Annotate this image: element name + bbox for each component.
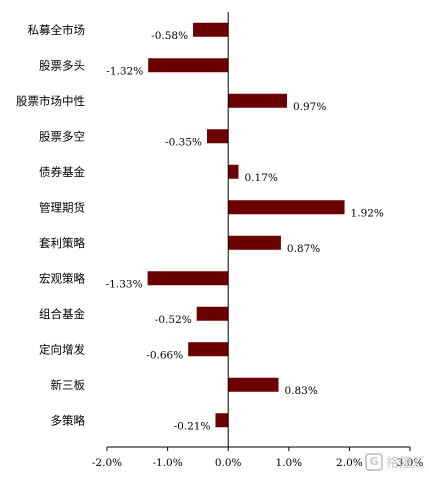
x-tick-label: 1.0% — [275, 457, 302, 469]
bar-11 — [215, 413, 229, 428]
bar-0 — [193, 22, 229, 37]
value-label: 0.83% — [284, 385, 317, 397]
bar-10 — [228, 377, 279, 392]
watermark-logo-icon: G — [364, 452, 383, 471]
category-label: 债券基金 — [39, 165, 85, 179]
x-tick-label: 0.0% — [215, 457, 242, 469]
category-label: 多策略 — [51, 413, 86, 427]
bar-1 — [148, 58, 229, 73]
bar-2 — [228, 93, 287, 108]
bar-6 — [228, 235, 281, 250]
watermark: G 格隆汇 — [364, 452, 425, 471]
bars-group — [147, 22, 345, 428]
category-labels: 私募全市场股票多头股票市场中性股票多空债券基金管理期货套利策略宏观策略组合基金定… — [16, 23, 85, 428]
value-label: -0.35% — [165, 136, 202, 148]
category-label: 股票市场中性 — [16, 94, 85, 108]
category-label: 套利策略 — [39, 236, 85, 250]
value-label: 0.97% — [293, 101, 326, 113]
category-label: 私募全市场 — [28, 23, 86, 37]
category-label: 股票多空 — [39, 129, 85, 143]
category-label: 新三板 — [51, 378, 86, 392]
x-ticks: -2.0% -1.0% 0.0% 1.0% 2.0% 3.0% — [92, 447, 423, 469]
watermark-text: 格隆汇 — [385, 456, 425, 471]
category-label: 定向增发 — [39, 342, 85, 356]
value-label: 0.17% — [245, 172, 278, 184]
value-label: 1.92% — [351, 207, 384, 219]
value-label: -0.66% — [146, 349, 183, 361]
category-label: 宏观策略 — [39, 271, 85, 285]
value-label: -0.52% — [155, 314, 192, 326]
value-label: 0.87% — [287, 243, 320, 255]
x-tick-label: 3.0% — [397, 457, 424, 469]
x-tick-label: -2.0% — [92, 457, 122, 469]
bar-7 — [147, 271, 229, 286]
x-tick-label: 2.0% — [336, 457, 363, 469]
value-label: -1.32% — [106, 65, 143, 77]
value-label: -0.58% — [151, 30, 188, 42]
bar-4 — [228, 164, 239, 179]
value-labels: -0.58% -1.32% 0.97% -0.35% 0.17% 1.92% 0.87% -1… — [106, 30, 384, 433]
value-label: -1.33% — [106, 278, 143, 290]
bar-3 — [206, 129, 229, 144]
bar-9 — [188, 342, 229, 357]
category-label: 管理期货 — [39, 200, 85, 214]
x-tick-label: -1.0% — [152, 457, 182, 469]
bar-8 — [196, 306, 229, 321]
bar-5 — [228, 200, 345, 215]
category-label: 股票多头 — [39, 58, 85, 72]
category-label: 组合基金 — [39, 307, 85, 321]
value-label: -0.21% — [174, 420, 211, 432]
